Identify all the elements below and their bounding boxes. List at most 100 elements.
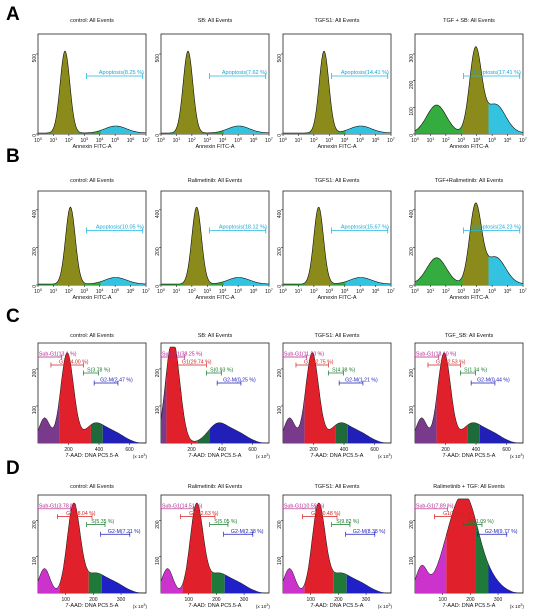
plot-area: Sub-G1(13.1 %) G1(34.00 %) S(3.78 %) G2-M(2… — [32, 342, 147, 460]
g1-region-fill — [304, 503, 334, 593]
x-axis-label: Annexin FITC-A — [449, 295, 489, 301]
g2m-gate-label: G2-M(2.47 %) — [100, 378, 133, 384]
subg1-region-fill — [38, 396, 60, 443]
subg1-region-fill — [415, 396, 437, 443]
s-phase-gate-label: S(1.34 %) — [464, 368, 487, 374]
g1-gate-label: G1(34.00 %) — [59, 360, 89, 366]
g1-region-fill — [182, 503, 212, 593]
x-tick-label: 105 — [488, 288, 496, 295]
y-tick-label: 400 — [155, 210, 161, 219]
chart-panel: control: All Events Apoptosis(8.25 %) 0 500… — [32, 18, 154, 156]
x-tick-label: 300 — [494, 597, 503, 603]
x-axis-unit: (x 103) — [256, 453, 271, 460]
y-tick-label: 200 — [409, 247, 415, 256]
x-tick-label: 103 — [203, 288, 211, 295]
y-tick-label: 400 — [277, 210, 283, 219]
x-tick-label: 100 — [157, 137, 165, 144]
x-tick-label: 100 — [62, 597, 71, 603]
g2m-region-fill — [101, 574, 146, 593]
histogram-outline — [414, 202, 524, 284]
plot-area: Sub-G1(38.25 %) G1(29.74 %) S(0.93 %) G2-M(… — [155, 342, 270, 460]
panel-label-a: A — [6, 4, 20, 25]
panel-label-d: D — [6, 458, 20, 479]
chart-title: SB: All Events — [197, 333, 233, 339]
x-tick-label: 101 — [427, 137, 435, 144]
chart-panel: TGF+Ralimetinib: All Events Apoptosis(24.… — [409, 178, 531, 307]
x-tick-label: 200 — [334, 597, 343, 603]
histogram-outline — [38, 206, 146, 285]
x-tick-label: 107 — [387, 288, 395, 295]
chart-title: control: All Events — [70, 484, 114, 490]
x-tick-label: 100 — [279, 288, 287, 295]
y-tick-label: 100 — [32, 406, 38, 415]
chart-panel: control: All Events Apoptosis(10.05 %) 0 20… — [32, 178, 154, 307]
y-tick-label: 400 — [409, 210, 415, 219]
chart-title: TGFS1: All Events — [314, 484, 360, 490]
plot-area: Apoptosis(24.23 %) 0 200 400 100 101 102 103 104… — [409, 190, 527, 295]
x-tick-label: 106 — [127, 288, 135, 295]
apoptosis-gate-label: Apoptosis(8.25 %) — [99, 70, 144, 76]
subg1-gate-label: Sub-G1(3.78 %) — [39, 503, 77, 509]
chart-title: control: All Events — [70, 18, 114, 24]
x-tick-label: 200 — [309, 447, 318, 453]
x-tick-label: 106 — [127, 137, 135, 144]
plot-area: Sub-G1(11.20 %) G1(32.75 %) S(4.38 %) G2-M(… — [277, 342, 392, 460]
x-axis-unit: (x 103) — [256, 603, 271, 610]
g2m-gate-label: G2-M(7.21 %) — [108, 529, 141, 535]
g1-gate-label: G1(22.53 %) — [436, 360, 466, 366]
x-tick-label: 103 — [457, 288, 465, 295]
apoptosis-tail-fill — [477, 206, 523, 285]
x-tick-label: 100 — [411, 288, 419, 295]
x-tick-label: 107 — [519, 137, 527, 144]
s-phase-region-fill — [475, 519, 489, 593]
y-tick-label: 200 — [155, 247, 161, 256]
y-tick-label: 500 — [32, 54, 38, 63]
histogram-outline — [283, 50, 392, 134]
main-peak-fill — [311, 51, 337, 134]
s-phase-gate-label: S(11.09 %) — [468, 519, 494, 525]
histogram-outline — [414, 498, 523, 594]
x-axis-label: Annexin FITC-A — [195, 295, 235, 301]
s-phase-region-fill — [211, 571, 225, 593]
x-tick-label: 102 — [65, 288, 73, 295]
x-tick-label: 100 — [439, 597, 448, 603]
x-tick-label: 103 — [457, 137, 465, 144]
x-tick-label: 107 — [265, 288, 273, 295]
x-tick-label: 100 — [279, 137, 287, 144]
apoptosis-gate-label: Apoptosis(17.41 %) — [473, 70, 521, 76]
y-tick-label: 100 — [155, 556, 161, 565]
x-axis-label: Annexin FITC-A — [195, 144, 235, 150]
x-tick-label: 106 — [372, 288, 380, 295]
x-tick-label: 100 — [34, 288, 42, 295]
main-peak-fill — [462, 46, 489, 134]
x-tick-label: 400 — [218, 447, 227, 453]
y-tick-label: 200 — [32, 520, 38, 529]
x-tick-label: 101 — [427, 288, 435, 295]
apoptosis-tail-fill — [345, 277, 391, 285]
x-tick-label: 104 — [473, 288, 481, 295]
x-tick-label: 105 — [111, 288, 119, 295]
chart-title: TGFS1: All Events — [314, 18, 360, 24]
chart-panel: control: All Events Sub-G1(3.78 %) G1(58.0… — [32, 484, 154, 615]
x-tick-label: 102 — [310, 288, 318, 295]
histogram-outline — [160, 346, 269, 444]
histogram-outline — [282, 502, 391, 594]
y-tick-label: 200 — [277, 369, 283, 378]
g2m-gate-label: G2-M(0.44 %) — [477, 378, 510, 384]
x-tick-label: 600 — [125, 447, 134, 453]
g2m-region-fill — [347, 424, 391, 443]
x-tick-label: 101 — [173, 288, 181, 295]
y-tick-label: 0 — [155, 285, 161, 288]
x-tick-label: 101 — [173, 137, 181, 144]
plot-frame — [160, 33, 270, 135]
x-tick-label: 600 — [248, 447, 257, 453]
chart-title: Ralimetinib + TGF: All Events — [433, 484, 505, 490]
x-tick-label: 104 — [96, 288, 104, 295]
x-tick-label: 100 — [34, 137, 42, 144]
g1-gate-label: G1(29.74 %) — [182, 360, 212, 366]
main-peak-fill — [462, 202, 489, 285]
subg1-region-fill — [283, 568, 305, 593]
x-tick-label: 102 — [442, 137, 450, 144]
x-tick-label: 105 — [234, 288, 242, 295]
x-tick-label: 104 — [341, 288, 349, 295]
